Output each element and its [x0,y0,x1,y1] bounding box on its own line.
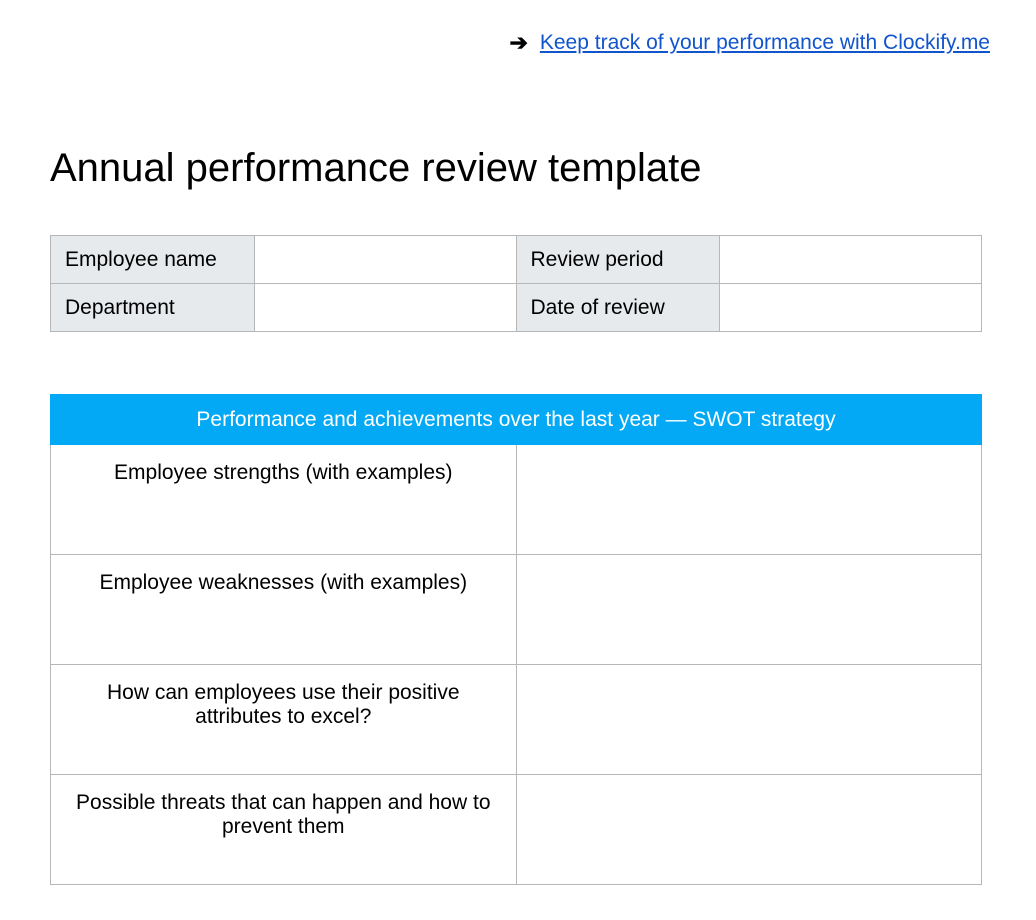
swot-opportunities-input[interactable] [516,665,981,775]
clockify-link[interactable]: Keep track of your performance with Cloc… [540,31,990,55]
swot-threats-label: Possible threats that can happen and how… [51,775,517,885]
table-row: Department Date of review [51,284,982,332]
review-period-label: Review period [516,236,720,284]
employee-name-input[interactable] [254,236,516,284]
employee-info-table: Employee name Review period Department D… [50,235,982,332]
table-row: Possible threats that can happen and how… [51,775,982,885]
swot-opportunities-label: How can employees use their positive att… [51,665,517,775]
review-period-input[interactable] [720,236,982,284]
swot-weaknesses-input[interactable] [516,555,981,665]
department-input[interactable] [254,284,516,332]
date-of-review-input[interactable] [720,284,982,332]
swot-table: Performance and achievements over the la… [50,394,982,885]
page-title: Annual performance review template [50,146,1036,191]
employee-name-label: Employee name [51,236,255,284]
table-row: Employee weaknesses (with examples) [51,555,982,665]
swot-header: Performance and achievements over the la… [51,395,982,445]
arrow-right-icon: ➔ [509,30,527,56]
table-row: Employee name Review period [51,236,982,284]
swot-strengths-input[interactable] [516,445,981,555]
table-row: Employee strengths (with examples) [51,445,982,555]
swot-weaknesses-label: Employee weaknesses (with examples) [51,555,517,665]
swot-strengths-label: Employee strengths (with examples) [51,445,517,555]
date-of-review-label: Date of review [516,284,720,332]
swot-threats-input[interactable] [516,775,981,885]
table-row: How can employees use their positive att… [51,665,982,775]
top-link-bar: ➔ Keep track of your performance with Cl… [0,0,1036,56]
department-label: Department [51,284,255,332]
swot-header-row: Performance and achievements over the la… [51,395,982,445]
